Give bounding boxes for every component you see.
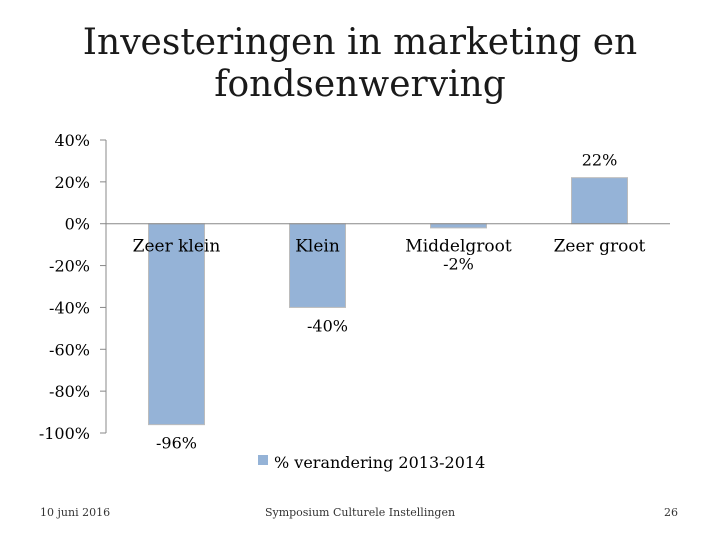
category-label: Zeer groot	[554, 237, 646, 257]
y-axis-tick-label: -100%	[39, 424, 90, 443]
legend-label: % verandering 2013-2014	[274, 453, 485, 472]
y-axis-tick-label: -40%	[49, 298, 90, 317]
y-axis-tick-label: 20%	[54, 173, 90, 192]
y-axis-tick-label: -20%	[49, 257, 90, 276]
footer-date: 10 juni 2016	[40, 506, 111, 519]
bar	[430, 223, 487, 229]
data-label: -2%	[443, 255, 474, 274]
bar	[148, 223, 205, 426]
data-label: 22%	[582, 151, 618, 170]
chart-title-line-1: Investeringen in marketing en	[82, 22, 638, 63]
legend-swatch	[258, 455, 268, 465]
chart-title-line-2: fondsenwerving	[214, 64, 506, 105]
bar	[289, 223, 346, 308]
y-axis-tick-label: -60%	[49, 340, 90, 359]
category-label: Middelgroot	[405, 237, 512, 257]
footer-event-name: Symposium Culturele Instellingen	[264, 506, 456, 519]
category-label: Zeer klein	[133, 237, 221, 257]
data-label: -40%	[307, 316, 348, 335]
footer-page-number: 26	[664, 506, 678, 519]
data-label: -96%	[156, 434, 197, 453]
y-axis-tick-label: 0%	[65, 215, 90, 234]
y-axis-tick-label: -80%	[49, 382, 90, 401]
chart-title: Investeringen in marketing en fondsenwer…	[60, 22, 660, 106]
y-axis-tick-label: 40%	[54, 131, 90, 150]
bar	[571, 177, 628, 225]
category-label: Klein	[295, 237, 340, 257]
